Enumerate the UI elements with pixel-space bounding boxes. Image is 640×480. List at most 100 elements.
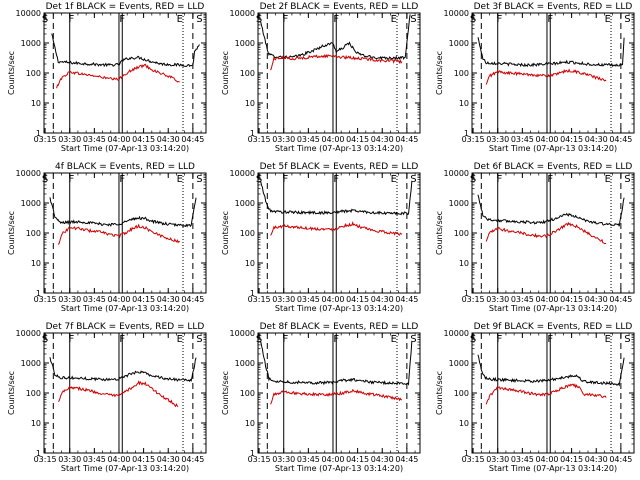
y-tick-label: 10 (245, 99, 255, 108)
event-marker-label: E (177, 334, 183, 345)
y-axis-label: Counts/sec (221, 371, 230, 415)
plot-frame (257, 12, 421, 134)
x-tick-label: 03:15 (34, 455, 57, 464)
event-marker-label: F (333, 174, 339, 185)
x-tick-label: 03:30 (486, 135, 509, 144)
x-tick-label: 03:15 (34, 135, 57, 144)
event-marker-label: S (196, 174, 202, 185)
plot-frame (471, 12, 635, 134)
y-tick-label: 10000 (16, 329, 41, 338)
event-marker-label: F (282, 334, 288, 345)
plot-frame (43, 12, 207, 134)
y-tick-label: 1000 (21, 199, 41, 208)
event-marker-label: E (177, 174, 183, 185)
event-marker-label: F (496, 334, 502, 345)
event-marker-label: F (547, 174, 553, 185)
plot-frame (257, 332, 421, 454)
y-tick-label: 100 (26, 69, 41, 78)
y-tick-label: 100 (240, 389, 255, 398)
panel-7: Det 7f BLACK = Events, RED = LLD Counts/s… (7, 322, 207, 473)
event-marker-label: S (624, 334, 630, 345)
panel-title: Det 7f BLACK = Events, RED = LLD (46, 322, 205, 332)
x-tick-label: 04:45 (181, 455, 204, 464)
x-tick-label: 04:30 (157, 135, 180, 144)
x-tick-label: 04:00 (535, 135, 558, 144)
y-axis-label: Counts/sec (7, 371, 16, 415)
y-tick-label: 100 (26, 229, 41, 238)
series-line-events (260, 181, 413, 216)
y-tick-label: 1 (250, 289, 255, 298)
y-tick-label: 1000 (449, 39, 469, 48)
x-axis-label: Start Time (07-Apr-13 03:14:20) (61, 304, 189, 313)
event-marker-label: F (119, 334, 125, 345)
event-marker-label: S (624, 174, 630, 185)
event-marker-label: E (391, 174, 397, 185)
y-tick-label: 10000 (444, 9, 469, 18)
y-tick-label: 100 (454, 69, 469, 78)
x-tick-label: 03:45 (511, 135, 534, 144)
x-tick-label: 04:45 (609, 135, 632, 144)
y-tick-label: 10000 (230, 169, 255, 178)
event-marker-label: S (470, 334, 476, 345)
x-axis-label: Start Time (07-Apr-13 03:14:20) (61, 144, 189, 153)
plot-frame (471, 172, 635, 294)
event-marker-label: E (391, 334, 397, 345)
x-tick-label: 04:45 (395, 295, 418, 304)
y-tick-label: 100 (26, 389, 41, 398)
y-tick-label: 1 (464, 129, 469, 138)
panel-3: Det 3f BLACK = Events, RED = LLD Counts/s… (435, 2, 635, 153)
x-axis-label: Start Time (07-Apr-13 03:14:20) (489, 464, 617, 473)
series-line-events (260, 341, 413, 386)
panel-title: 4f BLACK = Events, RED = LLD (55, 162, 195, 172)
series-line-lld (57, 223, 181, 245)
event-marker-label: F (333, 14, 339, 25)
series-line-events (477, 194, 625, 227)
x-tick-label: 03:45 (297, 295, 320, 304)
y-tick-label: 1 (36, 449, 41, 458)
x-tick-label: 04:45 (609, 455, 632, 464)
x-tick-label: 04:15 (560, 135, 583, 144)
y-tick-label: 1 (250, 129, 255, 138)
y-tick-label: 100 (454, 229, 469, 238)
y-axis-label: Counts/sec (435, 51, 444, 95)
event-marker-label: E (605, 174, 611, 185)
plot-frame (471, 332, 635, 454)
x-tick-label: 04:00 (321, 455, 344, 464)
x-tick-label: 04:30 (371, 455, 394, 464)
x-tick-label: 04:15 (346, 295, 369, 304)
y-tick-label: 10 (245, 419, 255, 428)
panel-1: Det 1f BLACK = Events, RED = LLD Counts/s… (7, 2, 207, 153)
x-tick-label: 03:30 (486, 295, 509, 304)
x-tick-label: 03:30 (272, 295, 295, 304)
x-tick-label: 04:30 (371, 295, 394, 304)
panel-6: Det 6f BLACK = Events, RED = LLD Counts/s… (435, 162, 635, 313)
event-marker-label: S (42, 14, 48, 25)
event-marker-label: S (410, 14, 416, 25)
x-tick-label: 04:00 (321, 295, 344, 304)
plot-frame (43, 332, 207, 454)
panel-5: Det 5f BLACK = Events, RED = LLD Counts/s… (221, 162, 421, 313)
y-tick-label: 100 (240, 69, 255, 78)
x-tick-label: 04:30 (585, 135, 608, 144)
x-tick-label: 04:30 (585, 455, 608, 464)
series-line-events (477, 37, 625, 68)
x-tick-label: 04:00 (535, 295, 558, 304)
x-tick-label: 03:30 (486, 455, 509, 464)
series-line-lld (270, 389, 402, 405)
y-tick-label: 10 (245, 259, 255, 268)
x-tick-label: 04:45 (395, 135, 418, 144)
event-marker-label: F (496, 174, 502, 185)
plot-frame (43, 172, 207, 294)
series-line-lld (485, 383, 607, 405)
y-tick-label: 1000 (235, 199, 255, 208)
x-axis-label: Start Time (07-Apr-13 03:14:20) (489, 304, 617, 313)
panel-8: Det 8f BLACK = Events, RED = LLD Counts/s… (221, 322, 421, 473)
event-marker-label: S (256, 334, 262, 345)
y-tick-label: 1000 (449, 199, 469, 208)
x-tick-label: 04:30 (157, 455, 180, 464)
series-line-lld (485, 68, 607, 85)
x-tick-label: 03:15 (34, 295, 57, 304)
x-tick-label: 04:45 (181, 135, 204, 144)
plot-frame (257, 172, 421, 294)
